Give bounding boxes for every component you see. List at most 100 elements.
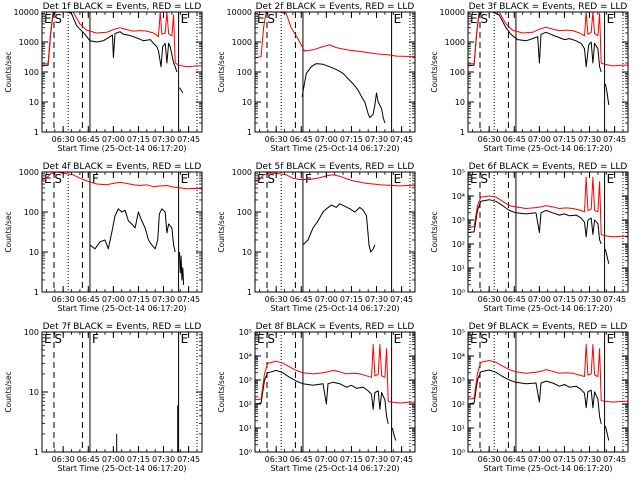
- y-tick-label: 100: [237, 208, 252, 217]
- plot-frame: [467, 331, 629, 453]
- x-tick-label: 07:30: [578, 455, 601, 464]
- series-line-events: [89, 208, 176, 253]
- x-tick-label: 07:00: [528, 135, 551, 144]
- series-line-events: [468, 199, 602, 245]
- region-label-e: E: [470, 172, 478, 186]
- series-line-events: [604, 249, 610, 264]
- series-line-lld: [255, 172, 415, 187]
- series-line-lld: [468, 344, 628, 403]
- region-label-e: E: [257, 332, 265, 346]
- x-tick-label: 07:15: [127, 135, 150, 144]
- y-tick-label: 100: [450, 68, 465, 77]
- y-tick-label: 1000: [232, 38, 252, 47]
- x-tick-label: 06:30: [52, 295, 75, 304]
- x-tick-label: 07:45: [390, 135, 413, 144]
- chart-title: Det 5f BLACK = Events, RED = LLD: [256, 162, 415, 172]
- chart-panel-4: Det 4f BLACK = Events, RED = LLD Counts/s…: [4, 162, 203, 313]
- series-line-lld: [468, 176, 628, 238]
- x-tick-label: 07:45: [603, 135, 626, 144]
- y-tick-label: 10¹: [452, 264, 465, 273]
- y-tick-label: 10000: [14, 8, 39, 17]
- x-tick-label: 07:45: [603, 295, 626, 304]
- series-line-events: [604, 83, 610, 105]
- region-label-e: E: [181, 172, 189, 186]
- x-tick-label: 07:15: [340, 455, 363, 464]
- y-tick-label: 10: [29, 388, 39, 397]
- chart-title: Det 8f BLACK = Events, RED = LLD: [256, 322, 415, 332]
- x-tick-label: 07:00: [315, 455, 338, 464]
- region-label-e: E: [394, 172, 402, 186]
- y-tick-label: 10⁰: [239, 448, 252, 457]
- y-tick-label: 100: [24, 208, 39, 217]
- plot-frame: [41, 11, 203, 133]
- region-label-e: E: [607, 172, 615, 186]
- y-tick-label: 10000: [440, 8, 465, 17]
- series-line-events: [301, 63, 386, 124]
- y-tick-label: 1: [34, 288, 39, 297]
- region-label-s: S: [54, 12, 62, 26]
- region-label-s: S: [267, 332, 275, 346]
- series-line-events: [468, 369, 602, 424]
- x-tick-label: 07:45: [177, 455, 200, 464]
- region-label-e: E: [181, 12, 189, 26]
- y-tick-label: 100: [237, 68, 252, 77]
- x-tick-label: 06:30: [52, 455, 75, 464]
- plot-frame: [467, 171, 629, 293]
- series-line-events: [178, 251, 185, 286]
- x-tick-label: 07:00: [102, 295, 125, 304]
- series-line-events: [42, 12, 178, 73]
- y-tick-label: 100: [24, 328, 39, 337]
- chart-title: Det 1f BLACK = Events, RED = LLD: [43, 2, 202, 12]
- x-tick-label: 06:30: [478, 455, 501, 464]
- x-tick-label: 07:15: [553, 455, 576, 464]
- y-axis-label: Counts/sec: [217, 211, 226, 252]
- x-tick-label: 07:15: [340, 135, 363, 144]
- x-tick-label: 07:00: [315, 295, 338, 304]
- y-tick-label: 1: [247, 128, 252, 137]
- series-line-lld: [255, 344, 415, 404]
- region-label-s: S: [267, 172, 275, 186]
- chart-title: Det 9f BLACK = Events, RED = LLD: [469, 322, 628, 332]
- chart-title: Det 4f BLACK = Events, RED = LLD: [43, 162, 202, 172]
- x-tick-label: 06:30: [478, 135, 501, 144]
- chart-panel-8: Det 8f BLACK = Events, RED = LLD Counts/s…: [217, 322, 416, 473]
- plot-frame: [41, 171, 203, 293]
- y-tick-label: 10⁴: [452, 352, 465, 361]
- x-tick-label: 07:00: [528, 455, 551, 464]
- chart-title: Det 3f BLACK = Events, RED = LLD: [469, 2, 628, 12]
- x-tick-label: 07:30: [365, 295, 388, 304]
- y-tick-label: 10¹: [452, 424, 465, 433]
- x-tick-label: 07:00: [315, 135, 338, 144]
- y-tick-label: 1: [34, 448, 39, 457]
- y-tick-label: 10³: [452, 376, 465, 385]
- region-label-e: E: [257, 12, 265, 26]
- x-tick-label: 06:45: [77, 455, 100, 464]
- x-tick-label: 07:45: [603, 455, 626, 464]
- y-tick-label: 10⁴: [239, 352, 252, 361]
- x-tick-label: 06:45: [290, 295, 313, 304]
- y-tick-label: 10⁴: [452, 192, 465, 201]
- y-tick-label: 10³: [239, 376, 252, 385]
- x-axis-label: Start Time (25-Oct-14 06:17:20): [57, 144, 186, 153]
- y-axis-label: Counts/sec: [4, 211, 13, 252]
- region-label-e: E: [44, 172, 52, 186]
- chart-panel-3: Det 3f BLACK = Events, RED = LLD Counts/s…: [430, 2, 629, 153]
- region-label-s: S: [267, 12, 275, 26]
- chart-title: Det 2f BLACK = Events, RED = LLD: [256, 2, 415, 12]
- x-tick-label: 07:30: [578, 135, 601, 144]
- chart-panel-2: Det 2f BLACK = Events, RED = LLD Counts/s…: [217, 2, 416, 153]
- x-tick-label: 07:15: [127, 295, 150, 304]
- y-tick-label: 10⁰: [452, 448, 465, 457]
- region-label-f: F: [92, 332, 99, 346]
- region-label-s: S: [54, 172, 62, 186]
- region-label-e: E: [607, 12, 615, 26]
- x-axis-label: Start Time (25-Oct-14 06:17:20): [57, 304, 186, 313]
- series-line-lld: [42, 172, 202, 190]
- series-line-events: [604, 425, 610, 441]
- y-tick-label: 10: [242, 248, 252, 257]
- chart-panel-1: Det 1f BLACK = Events, RED = LLD Counts/s…: [4, 2, 203, 153]
- series-line-lld: [255, 12, 415, 59]
- region-label-e: E: [394, 332, 402, 346]
- y-tick-label: 10³: [452, 216, 465, 225]
